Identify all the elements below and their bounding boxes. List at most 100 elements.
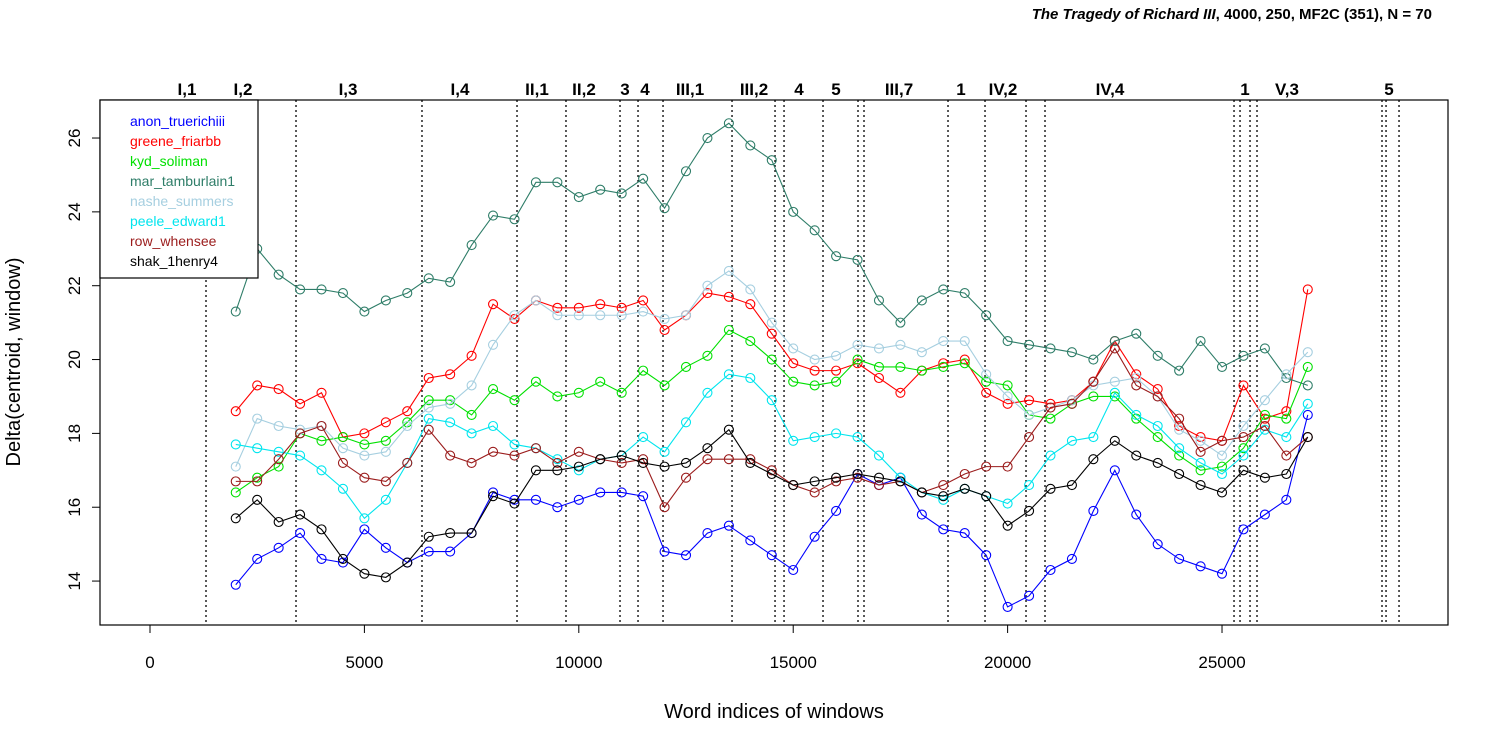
- data-point: [273, 461, 284, 472]
- data-point: [552, 310, 563, 321]
- data-point: [809, 225, 820, 236]
- data-point: [445, 398, 456, 409]
- data-point: [852, 354, 863, 365]
- data-point: [316, 420, 327, 432]
- data-point: [831, 376, 842, 387]
- data-point: [295, 284, 306, 295]
- data-point: [466, 240, 477, 251]
- scene-label: I,1: [178, 80, 197, 99]
- data-point: [702, 280, 713, 291]
- data-point: [745, 284, 756, 295]
- data-point: [1281, 468, 1292, 480]
- data-point: [402, 457, 413, 468]
- data-point: [402, 288, 413, 299]
- data-point: [295, 450, 306, 461]
- data-point: [1302, 347, 1313, 358]
- series-line: [235, 414, 1309, 608]
- data-point: [659, 446, 670, 457]
- data-point: [509, 498, 520, 509]
- data-point: [1216, 361, 1228, 372]
- data-point: [509, 313, 520, 324]
- data-point: [831, 472, 842, 483]
- data-point: [337, 457, 349, 468]
- data-point: [380, 295, 391, 306]
- data-point: [252, 553, 263, 564]
- data-point: [638, 454, 649, 465]
- data-point: [1045, 483, 1056, 494]
- data-point: [766, 354, 777, 365]
- data-point: [1066, 395, 1077, 406]
- data-point: [809, 365, 820, 376]
- data-point: [873, 295, 885, 306]
- data-point: [766, 468, 777, 480]
- data-point: [1002, 520, 1013, 531]
- data-point: [1088, 454, 1099, 465]
- data-point: [552, 502, 563, 513]
- data-point: [659, 380, 670, 391]
- data-point: [638, 457, 649, 468]
- data-point: [959, 336, 970, 347]
- scene-label: 1: [956, 80, 965, 99]
- data-point: [1238, 420, 1249, 432]
- data-point: [487, 210, 499, 221]
- data-point: [616, 387, 627, 398]
- scene-label: I,3: [339, 80, 358, 99]
- plot-area: [205, 100, 1400, 625]
- data-point: [595, 454, 606, 465]
- data-point: [1302, 432, 1313, 443]
- data-point: [423, 402, 434, 413]
- data-point: [788, 343, 799, 354]
- data-point: [530, 443, 541, 454]
- data-point: [852, 468, 863, 480]
- data-point: [1152, 420, 1163, 432]
- series-line: [235, 270, 1309, 467]
- data-point: [273, 384, 284, 395]
- data-point: [1131, 413, 1142, 424]
- data-point: [337, 553, 349, 564]
- data-point: [573, 310, 584, 321]
- data-point: [959, 528, 970, 539]
- data-point: [831, 251, 842, 262]
- data-point: [273, 516, 284, 528]
- data-point: [1131, 380, 1142, 391]
- data-point: [316, 553, 327, 564]
- scene-label: 4: [794, 80, 804, 99]
- data-point: [1088, 376, 1099, 387]
- data-point: [852, 339, 863, 350]
- data-point: [573, 192, 584, 203]
- data-point: [702, 288, 713, 299]
- data-point: [316, 284, 327, 295]
- data-point: [1045, 450, 1056, 461]
- data-point: [809, 432, 820, 443]
- data-point: [487, 420, 499, 432]
- scene-label: II,2: [572, 80, 596, 99]
- data-point: [359, 439, 370, 450]
- data-point: [788, 435, 799, 446]
- data-point: [1002, 391, 1013, 402]
- data-point: [745, 299, 756, 310]
- data-point: [359, 306, 370, 317]
- data-point: [359, 524, 370, 535]
- data-point: [766, 465, 777, 476]
- data-point: [595, 376, 606, 387]
- data-point: [702, 350, 713, 361]
- series-line: [235, 122, 1308, 386]
- data-point: [895, 361, 906, 372]
- data-point: [1281, 372, 1292, 384]
- data-point: [230, 513, 241, 524]
- data-point: [1131, 369, 1142, 380]
- data-point: [723, 454, 734, 465]
- data-point: [595, 299, 606, 310]
- data-point: [1174, 365, 1185, 376]
- data-point: [852, 432, 863, 443]
- data-point: [1024, 409, 1035, 420]
- data-point: [895, 476, 906, 487]
- data-point: [938, 491, 949, 502]
- data-point: [402, 557, 413, 568]
- data-point: [1152, 432, 1163, 443]
- data-point: [916, 487, 927, 498]
- data-point: [402, 420, 413, 432]
- scene-label: III,1: [676, 80, 704, 99]
